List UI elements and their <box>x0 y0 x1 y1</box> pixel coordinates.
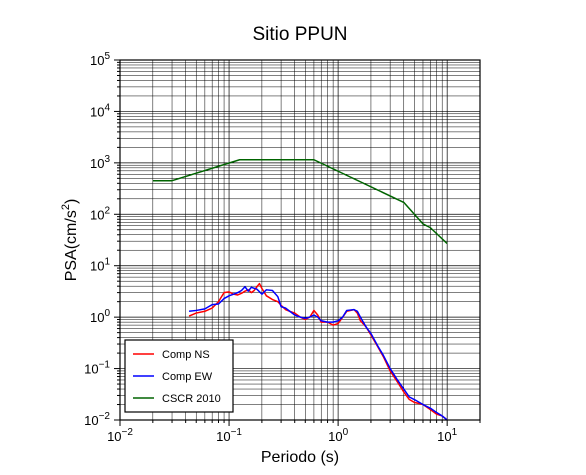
y-axis-label-main: PSA(cm/s <box>63 210 80 281</box>
y-tick-label: 100 <box>90 308 110 325</box>
x-tick-label: 101 <box>437 427 457 444</box>
y-axis-label: PSA(cm/s2) <box>60 199 80 282</box>
x-axis-label: Periodo (s) <box>261 449 339 466</box>
y-tick-label: 101 <box>90 257 110 274</box>
legend: Comp NS Comp EW CSCR 2010 <box>124 339 234 413</box>
y-tick-label: 105 <box>90 51 110 68</box>
grid <box>119 59 481 421</box>
y-tick-label: 10−2 <box>84 411 110 428</box>
legend-label-ns: Comp NS <box>162 349 210 361</box>
ticks: 10−2 10−1 100 101 10−2 10−1 100 101 102 103 104 105 <box>84 51 481 444</box>
series-line-comp-ew <box>188 286 448 421</box>
y-tick-label: 104 <box>90 102 110 119</box>
x-tick-label: 100 <box>328 427 348 444</box>
y-axis-label-tail: ) <box>63 199 80 204</box>
y-tick-label: 103 <box>90 154 110 171</box>
y-tick-label: 10−1 <box>84 360 110 377</box>
series-line-cscr-2010 <box>152 158 448 245</box>
plot-frame <box>119 59 481 421</box>
x-tick-label: 10−2 <box>107 427 133 444</box>
chart-title: Sitio PPUN <box>252 24 347 45</box>
x-tick-label: 10−1 <box>216 427 242 444</box>
y-tick-label: 102 <box>90 205 110 222</box>
series-layer <box>152 158 448 421</box>
legend-label-ew: Comp EW <box>162 371 213 383</box>
legend-label-cscr: CSCR 2010 <box>162 393 221 405</box>
y-axis-label-sup: 2 <box>60 204 72 210</box>
